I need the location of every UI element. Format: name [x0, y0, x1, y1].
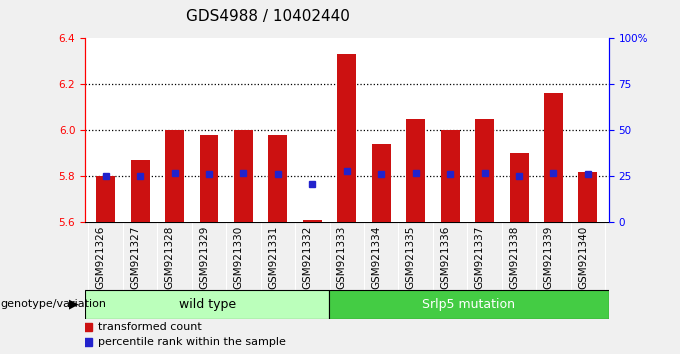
Bar: [406, 119, 425, 222]
Text: percentile rank within the sample: percentile rank within the sample: [97, 337, 286, 348]
Bar: [85, 290, 329, 319]
Text: GSM921332: GSM921332: [303, 226, 312, 289]
Bar: [96, 176, 115, 222]
Text: GSM921340: GSM921340: [578, 226, 588, 289]
Bar: [234, 130, 253, 222]
Bar: [329, 290, 609, 319]
Bar: [131, 160, 150, 222]
Bar: [199, 135, 218, 222]
Text: GSM921329: GSM921329: [199, 226, 209, 289]
Text: GSM921326: GSM921326: [96, 226, 105, 289]
Text: wild type: wild type: [179, 298, 236, 310]
Bar: [372, 144, 391, 222]
Bar: [579, 172, 598, 222]
Bar: [441, 130, 460, 222]
Text: GSM921334: GSM921334: [371, 226, 381, 289]
Bar: [337, 54, 356, 222]
Text: transformed count: transformed count: [97, 321, 201, 332]
Bar: [165, 130, 184, 222]
Text: GSM921327: GSM921327: [130, 226, 140, 289]
Text: GSM921338: GSM921338: [509, 226, 519, 289]
Bar: [544, 93, 563, 222]
Text: GDS4988 / 10402440: GDS4988 / 10402440: [186, 9, 350, 24]
Bar: [475, 119, 494, 222]
Text: ▶: ▶: [69, 298, 78, 310]
Text: GSM921330: GSM921330: [233, 226, 243, 289]
Bar: [269, 135, 288, 222]
Text: genotype/variation: genotype/variation: [1, 299, 107, 309]
Text: GSM921339: GSM921339: [543, 226, 554, 289]
Bar: [509, 153, 528, 222]
Text: GSM921333: GSM921333: [337, 226, 347, 289]
Text: GSM921337: GSM921337: [475, 226, 485, 289]
Text: GSM921331: GSM921331: [268, 226, 278, 289]
Text: GSM921336: GSM921336: [440, 226, 450, 289]
Text: GSM921335: GSM921335: [406, 226, 415, 289]
Text: Srlp5 mutation: Srlp5 mutation: [422, 298, 515, 310]
Text: GSM921328: GSM921328: [165, 226, 175, 289]
Bar: [303, 220, 322, 222]
